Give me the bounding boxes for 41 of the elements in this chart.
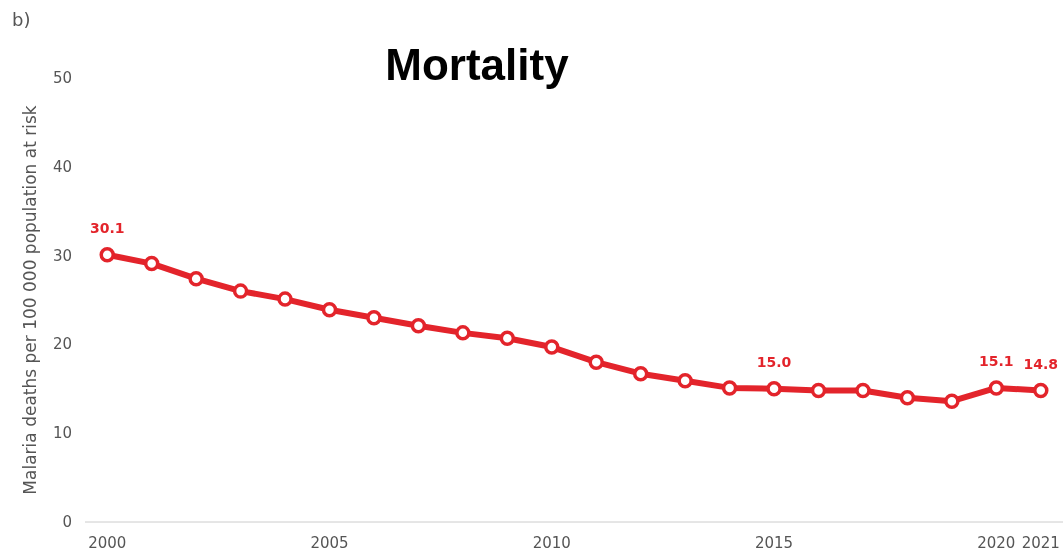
data-label: 30.1 [89,219,125,236]
point [855,382,871,399]
point [1033,382,1049,399]
y-tick-label: 10 [52,424,72,443]
x-tick-label: 2020 [977,534,1016,552]
data-label: 15.1 [979,352,1014,369]
point [988,380,1005,396]
point [455,325,471,341]
point [721,380,738,396]
point [277,291,293,307]
point [677,373,693,389]
y-axis-title: Malaria deaths per 100 000 population at risk [20,105,40,495]
x-tick-label: 2005 [310,534,349,552]
text: b) [12,9,31,30]
point [499,330,516,346]
point [944,393,960,409]
x-tick-label: 2015 [754,534,794,552]
y-tick-label: 0 [62,513,72,531]
x-tick-label: 2000 [88,534,127,552]
x-tick-label: 2021 [1021,534,1060,552]
y-tick-label: 30 [52,246,72,265]
point [366,310,382,326]
point [899,389,916,406]
point [810,382,827,399]
point [188,270,204,287]
chart-title: Mortality [385,40,570,89]
point [143,255,160,272]
point [321,302,338,318]
point [632,365,649,382]
point [410,318,427,334]
point [99,246,115,263]
point [232,283,249,299]
y-tick-label: 20 [52,335,72,354]
point [544,339,560,355]
x-tick-label: 2010 [532,534,571,552]
data-label: 14.8 [1023,355,1059,372]
point [588,354,604,370]
y-tick-label: 50 [52,69,72,87]
y-tick-label: 40 [52,157,72,176]
point [766,381,782,397]
data-label: 15.0 [756,353,792,370]
